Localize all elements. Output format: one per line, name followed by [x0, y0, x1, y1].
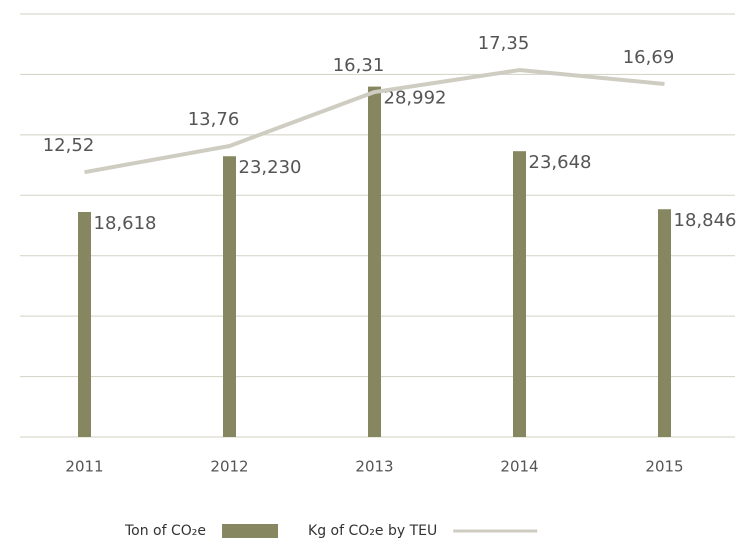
bar-value-label: 23,230	[239, 157, 302, 178]
bar	[368, 86, 381, 438]
bar	[78, 211, 91, 437]
line	[84, 68, 665, 175]
bar-value-label: 23,648	[529, 152, 592, 173]
x-tick-label: 2011	[65, 458, 103, 476]
bar	[223, 156, 236, 438]
line-value-label: 16,69	[623, 47, 675, 68]
line-value-label: 12,52	[43, 135, 95, 156]
legend-label: Kg of CO₂e by TEU	[308, 523, 437, 539]
bar	[513, 151, 526, 437]
legend-swatch	[222, 524, 279, 538]
x-tick-label: 2015	[645, 458, 683, 476]
line-value-label: 16,31	[333, 55, 385, 76]
x-tick-label: 2014	[500, 458, 538, 476]
bar-value-label: 18,618	[94, 213, 157, 234]
x-tick-label: 2013	[355, 458, 393, 476]
bar-value-label: 28,992	[384, 88, 447, 109]
legend-label: Ton of CO₂e	[124, 523, 206, 539]
bar-value-label: 18,846	[674, 210, 737, 231]
x-tick-label: 2012	[210, 458, 248, 476]
bar	[658, 209, 671, 437]
line-value-label: 13,76	[188, 109, 240, 130]
line-value-label: 17,35	[478, 33, 530, 54]
